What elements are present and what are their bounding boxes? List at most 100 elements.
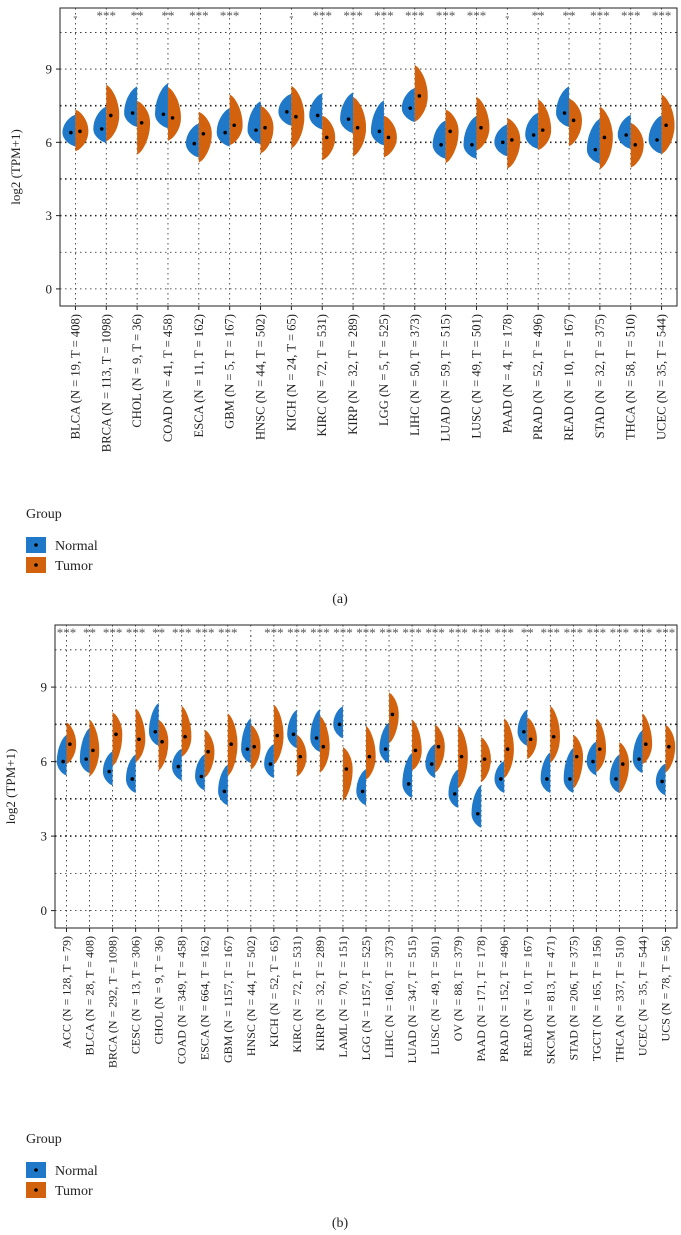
median-dot-normal xyxy=(268,762,273,766)
median-dot-normal xyxy=(84,757,88,761)
violin-normal xyxy=(247,101,261,145)
median-dot-normal xyxy=(130,111,135,115)
violin-group xyxy=(609,742,630,794)
median-dot-tumor xyxy=(505,747,510,751)
x-tick-label: THCA (N = 337, T = 510) xyxy=(612,936,626,1062)
x-tick-label: ESCA (N = 664, T = 162) xyxy=(198,936,212,1060)
panel-a: 0 3 6 9 log2 (TPM+1) - BLCA (N = 19, T = 408) *… xyxy=(8,7,678,607)
x-tick-label: KICH (N = 24, T = 65) xyxy=(284,314,298,431)
significance-label: ** xyxy=(521,625,534,640)
x-tick-label: HNSC (N = 44, T = 502) xyxy=(254,314,268,440)
violin-normal xyxy=(655,763,666,796)
median-dot-normal xyxy=(222,789,227,794)
median-dot-normal xyxy=(314,736,319,740)
significance-label: *** xyxy=(467,8,487,23)
violin-group xyxy=(371,100,397,158)
violin-normal xyxy=(79,727,90,774)
x-tick-label: STAD (N = 32, T = 375) xyxy=(593,314,607,438)
median-dot-normal xyxy=(452,792,457,796)
violin-group xyxy=(448,725,468,808)
significance-label: *** xyxy=(541,625,561,640)
median-dot-tumor xyxy=(448,129,452,134)
x-tick-label: LGG (N = 1157, T = 525) xyxy=(359,936,373,1060)
violin-normal xyxy=(379,722,390,764)
violin-tumor xyxy=(550,705,560,763)
violin-normal xyxy=(278,93,292,126)
violin-tumor xyxy=(204,729,215,778)
violin-normal xyxy=(563,747,574,793)
y-tick-label: 6 xyxy=(41,754,48,769)
violin-group xyxy=(586,106,613,170)
legend-label: Normal xyxy=(55,539,98,554)
x-tick-label: READ (N = 10, T = 167) xyxy=(562,314,576,441)
median-dot-normal xyxy=(99,127,104,131)
violin-group xyxy=(79,719,100,777)
violin-tumor xyxy=(507,117,521,169)
violin-tumor xyxy=(573,734,583,789)
significance-label: *** xyxy=(356,625,376,640)
y-tick-label: 3 xyxy=(46,208,53,223)
median-dot-tumor xyxy=(321,744,326,749)
violin-group xyxy=(241,717,261,770)
median-dot-normal xyxy=(406,782,411,786)
median-dot-tumor xyxy=(571,118,576,123)
median-dot-tumor xyxy=(417,94,422,98)
violin-group xyxy=(126,708,146,793)
violin-tumor xyxy=(412,719,422,771)
violin-normal xyxy=(333,706,343,739)
violin-normal xyxy=(287,709,297,749)
violin-group xyxy=(586,718,606,776)
x-tick-label: LUAD (N = 59, T = 515) xyxy=(439,314,453,441)
violin-tumor xyxy=(291,85,305,149)
median-dot-normal xyxy=(655,138,659,142)
violin-normal xyxy=(586,741,597,776)
median-dot-normal xyxy=(660,779,664,784)
median-dot-normal xyxy=(614,777,618,781)
median-dot-tumor xyxy=(644,742,648,747)
violin-group xyxy=(556,86,582,147)
median-dot-normal xyxy=(591,759,595,764)
violin-tumor xyxy=(342,747,353,802)
median-dot-tumor xyxy=(344,767,349,771)
violin-group xyxy=(333,706,353,802)
median-dot-tumor xyxy=(114,732,118,737)
violin-group xyxy=(185,111,212,163)
violin-normal xyxy=(525,112,539,150)
median-dot-normal xyxy=(470,142,474,147)
panel-caption: (a) xyxy=(332,592,348,607)
median-dot-tumor xyxy=(664,123,668,128)
significance-label: *** xyxy=(590,8,610,23)
y-tick-label: 9 xyxy=(46,62,53,77)
median-dot-normal xyxy=(624,133,628,137)
significance-label: *** xyxy=(287,625,307,640)
y-tick-label: 9 xyxy=(41,680,48,695)
violin-tumor xyxy=(112,712,123,767)
x-tick-label: UCEC (N = 35, T = 544) xyxy=(655,314,669,440)
violin-tumor xyxy=(596,718,606,773)
significance-label: ** xyxy=(563,8,576,23)
median-dot-tumor xyxy=(68,742,72,747)
median-dot-normal xyxy=(499,777,503,781)
violin-group xyxy=(540,705,560,793)
median-dot-tumor xyxy=(355,125,360,130)
panel-b: 0 3 6 9 log2 (TPM+1) *** ACC (N = 128, T = 79)… xyxy=(3,624,678,1231)
significance-label: *** xyxy=(343,8,363,23)
violin-normal xyxy=(494,760,505,793)
x-tick-label: LUSC (N = 49, T = 501) xyxy=(469,314,483,439)
significance-label: *** xyxy=(312,8,332,23)
violin-group xyxy=(310,709,330,773)
violin-normal xyxy=(126,754,136,793)
median-dot-normal xyxy=(383,747,388,751)
violin-normal xyxy=(62,114,76,147)
x-tick-label: CHOL (N = 9, T = 36) xyxy=(130,314,144,428)
plot-frame xyxy=(59,7,678,307)
median-dot-tumor xyxy=(137,737,141,742)
violin-tumor xyxy=(322,115,336,161)
violin-tumor xyxy=(414,64,428,122)
significance-label: ** xyxy=(131,8,144,23)
significance-label: *** xyxy=(494,625,514,640)
x-tick-label: KIRP (N = 32, T = 289) xyxy=(346,314,360,435)
x-tick-label: UCEC (N = 35, T = 544) xyxy=(635,936,649,1056)
violin-normal xyxy=(609,754,620,793)
x-tick-label: BLCA (N = 28, T = 408) xyxy=(83,936,97,1055)
